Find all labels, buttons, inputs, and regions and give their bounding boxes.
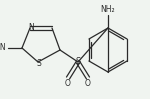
Text: O: O [65, 79, 71, 89]
Text: H₂N: H₂N [0, 43, 6, 52]
Text: NH₂: NH₂ [101, 6, 115, 14]
Text: O: O [85, 79, 91, 89]
Text: S: S [75, 57, 81, 66]
Text: N: N [28, 22, 34, 31]
Text: S: S [37, 59, 41, 68]
